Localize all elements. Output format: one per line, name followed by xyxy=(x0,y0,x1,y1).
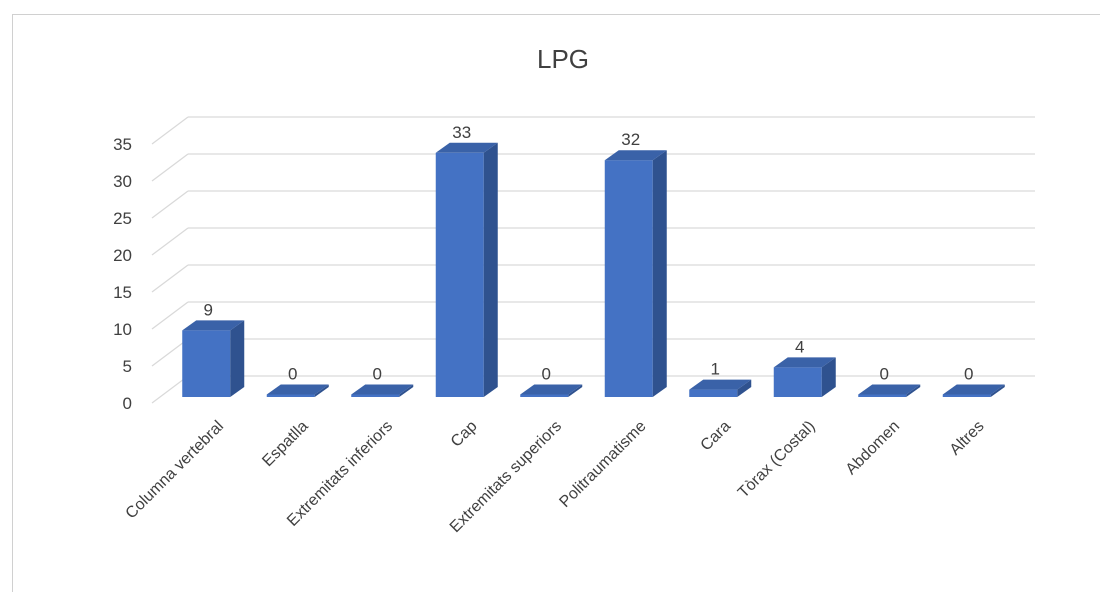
y-tick-label: 5 xyxy=(123,357,132,376)
bar xyxy=(942,384,1005,397)
data-label: 0 xyxy=(542,365,551,384)
category-label: Politraumatisme xyxy=(556,418,649,511)
bar-top xyxy=(351,384,414,395)
bar-front xyxy=(182,330,231,397)
gridline-side xyxy=(151,264,189,293)
bars xyxy=(182,142,1005,397)
chart-title: LPG xyxy=(537,44,589,74)
gridline-side xyxy=(151,338,189,367)
bar-side xyxy=(314,384,329,397)
bar xyxy=(604,150,667,397)
bar-front xyxy=(520,394,569,397)
data-label: 4 xyxy=(795,337,804,356)
bar-front xyxy=(604,160,653,397)
bar-front xyxy=(942,394,991,397)
gridline-side xyxy=(151,301,189,330)
y-tick-label: 10 xyxy=(113,320,132,339)
bar-side xyxy=(230,320,245,397)
category-label: Espatlla xyxy=(259,418,311,470)
y-tick-label: 35 xyxy=(113,135,132,154)
bar-side xyxy=(821,357,836,397)
data-label: 9 xyxy=(204,300,213,319)
bar-top xyxy=(689,379,752,390)
data-label: 0 xyxy=(373,365,382,384)
bar-front xyxy=(435,152,484,397)
bar-side xyxy=(568,384,583,397)
y-tick-label: 25 xyxy=(113,209,132,228)
data-label: 33 xyxy=(452,123,471,142)
gridline-side xyxy=(151,190,189,219)
y-tick-label: 30 xyxy=(113,172,132,191)
gridline-side xyxy=(151,227,189,256)
category-label: Columna vertebral xyxy=(123,418,227,522)
bar xyxy=(435,142,498,397)
bar-top xyxy=(182,320,245,331)
y-tick-label: 20 xyxy=(113,246,132,265)
category-label: Tòrax (Costal) xyxy=(735,418,819,502)
bar-side xyxy=(737,379,752,397)
bar-side xyxy=(906,384,921,397)
category-label: Cara xyxy=(698,418,735,455)
category-label: Cap xyxy=(448,418,481,451)
category-label: Abdomen xyxy=(843,418,903,478)
data-label: 32 xyxy=(621,130,640,149)
data-label: 1 xyxy=(711,360,720,379)
bar-top xyxy=(266,384,329,395)
bar xyxy=(689,379,752,397)
data-label: 0 xyxy=(288,365,297,384)
bar-side xyxy=(399,384,414,397)
gridline-side xyxy=(151,153,189,182)
gridlines xyxy=(151,116,1035,404)
bar-front xyxy=(858,394,907,397)
bar-front xyxy=(266,394,315,397)
chart-frame xyxy=(12,14,1100,592)
bar-side xyxy=(652,150,667,397)
bar xyxy=(182,320,245,397)
bar-side xyxy=(990,384,1005,397)
gridline-side xyxy=(151,375,189,404)
bar-side xyxy=(483,142,498,397)
bar-top xyxy=(604,150,667,161)
gridline-side xyxy=(151,116,189,145)
y-axis: 0 5 10 15 20 25 30 35 xyxy=(113,135,132,413)
bar-top xyxy=(773,357,836,368)
bar-top xyxy=(520,384,583,395)
data-label: 0 xyxy=(880,365,889,384)
bar-top xyxy=(435,142,498,153)
y-tick-label: 0 xyxy=(123,394,132,413)
data-label: 0 xyxy=(964,365,973,384)
bar xyxy=(266,384,329,397)
bar xyxy=(773,357,836,397)
bar-front xyxy=(773,367,822,397)
bar-top xyxy=(942,384,1005,395)
bar xyxy=(520,384,583,397)
category-label: Altres xyxy=(947,418,988,459)
y-tick-label: 15 xyxy=(113,283,132,302)
bar-front xyxy=(351,394,400,397)
bar xyxy=(351,384,414,397)
bar xyxy=(858,384,921,397)
bar-top xyxy=(858,384,921,395)
data-labels: 9 0 0 33 0 32 1 4 0 0 xyxy=(204,123,974,384)
bar-front xyxy=(689,389,738,397)
